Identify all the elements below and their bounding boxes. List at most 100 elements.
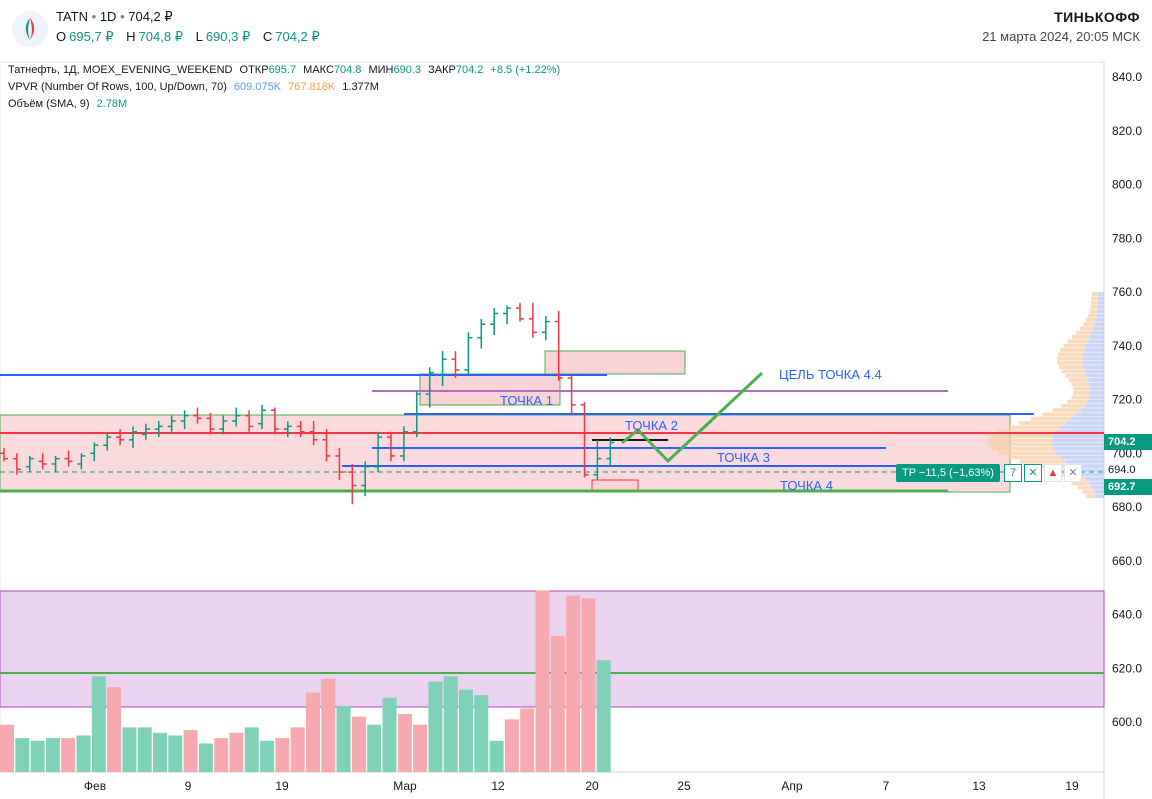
vpvr-row-down: [1083, 322, 1095, 327]
volume-bar: [183, 730, 198, 772]
tochka3-label[interactable]: ТОЧКА 3: [717, 450, 770, 465]
symbol-name[interactable]: TATN: [56, 9, 89, 24]
vpvr-row-down: [1071, 481, 1090, 486]
vpvr-row-up: [1095, 317, 1104, 322]
alert-bell-icon[interactable]: ▲: [1044, 464, 1062, 482]
vpvr-row-down: [1076, 330, 1092, 335]
volume-bar: [336, 705, 351, 772]
vpvr-row-up: [1095, 494, 1104, 499]
vpvr-row-down: [987, 438, 1052, 443]
brand-logo: ТИНЬКОФФ: [1054, 9, 1140, 25]
vpvr-row-up: [1087, 339, 1104, 344]
vpvr-row-up: [1056, 451, 1104, 456]
vpvr-row-down: [987, 442, 1052, 447]
volume-bar: [566, 595, 581, 772]
datetime: 21 марта 2024, 20:05 МСК: [982, 29, 1140, 44]
vpvr-row-up: [1092, 485, 1104, 490]
time-tick-label: 12: [491, 779, 505, 793]
volume-bar: [168, 735, 183, 772]
vpvr-row-up: [1084, 348, 1104, 352]
vpvr-row-up: [1085, 369, 1104, 374]
price-tick-label: 680.0: [1112, 500, 1142, 514]
price-tick-label: 800.0: [1112, 178, 1142, 192]
chart-area[interactable]: 840.0 820.0 800.0 780.0 760.0 740.0 720.0 700.0…: [0, 60, 1152, 799]
vpvr-row-up: [1071, 464, 1104, 468]
volume-bar: [535, 590, 550, 772]
legend-close-value: 704.2: [455, 64, 484, 76]
time-tick-label: 9: [185, 779, 192, 793]
vpvr-row-down: [1065, 373, 1087, 378]
vpvr-row-down: [1056, 356, 1083, 361]
chart-canvas[interactable]: 840.0820.0800.0780.0760.0740.0720.0700.0…: [0, 60, 1152, 799]
vpvr-row-up: [1085, 343, 1104, 348]
vpvr-row-up: [1056, 429, 1104, 434]
volume-bar: [137, 727, 152, 772]
legend-main: Татнефть, 1Д, MOEX_EVENING_WEEKEND ОТКР6…: [8, 64, 564, 76]
time-axis-ticks: Фев 9 19 Мар 12 20 25 Апр 7 13 19: [84, 779, 1079, 793]
volume-title: Объём (SMA, 9): [8, 98, 90, 110]
volume-bar: [397, 713, 412, 772]
tp-order-qty[interactable]: 7: [1004, 464, 1022, 482]
volume-bar: [0, 724, 14, 772]
ohlc-bars: [0, 302, 615, 505]
target-label[interactable]: ЦЕЛЬ ТОЧКА 4.4: [779, 367, 882, 382]
tp-order-label[interactable]: TP −11,5 (−1,63%): [896, 464, 1000, 482]
current-price-tag: 704.2: [1104, 434, 1152, 450]
vpvr-row-up: [1065, 459, 1104, 464]
volume-bar: [290, 727, 305, 772]
tatneft-logo-icon: [12, 11, 48, 47]
vpvr-row-up: [1051, 442, 1104, 447]
vpvr-row-up: [1086, 373, 1104, 378]
vpvr-row-down: [1073, 386, 1091, 391]
forecast-path: [621, 371, 764, 464]
stop-price-tag: 692.7: [1104, 479, 1152, 495]
time-tick-label: 25: [677, 779, 691, 793]
vpvr-row-down: [1067, 399, 1088, 404]
time-tick-label: 7: [883, 779, 890, 793]
timeframe[interactable]: 1D: [99, 9, 117, 24]
vpvr-row-down: [1042, 412, 1077, 417]
volume-bar: [198, 743, 213, 772]
volume-bar: [153, 732, 167, 772]
volume-bar: [596, 660, 611, 772]
vpvr-row-up: [1084, 403, 1104, 408]
open-value: 695,7 ₽: [69, 29, 114, 44]
low-value: 690,3 ₽: [205, 29, 251, 44]
volume-bar: [229, 732, 244, 772]
remove-icon[interactable]: ✕: [1064, 464, 1082, 482]
time-tick-label: 19: [275, 779, 289, 793]
volume-bar: [107, 687, 122, 772]
legend-close-key: ЗАКР: [428, 64, 456, 76]
tochka1-label[interactable]: ТОЧКА 1: [500, 393, 553, 408]
price-tick-label: 760.0: [1112, 285, 1142, 299]
time-tick-label: 13: [972, 779, 986, 793]
tp-close-icon[interactable]: ✕: [1024, 464, 1042, 482]
volume-bar: [351, 716, 366, 772]
vpvr-row-down: [991, 446, 1054, 451]
vpvr-row-down: [1031, 416, 1072, 421]
vpvr-row-down: [1071, 395, 1090, 400]
tochka2-label[interactable]: ТОЧКА 2: [625, 418, 678, 433]
vpvr-row-up: [1090, 391, 1104, 395]
resistance-box: [544, 350, 686, 375]
vpvr-row-up: [1080, 408, 1104, 413]
vpvr-row-down: [1091, 296, 1099, 301]
legend-open-key: ОТКР: [239, 64, 269, 76]
vpvr-row-up: [1093, 326, 1104, 331]
vpvr-row-up: [1088, 378, 1104, 382]
vpvr-row-up: [1081, 472, 1104, 477]
vpvr-row-up: [1076, 468, 1104, 473]
ohlc-line: O 695,7 ₽ H 704,8 ₽ L 690,3 ₽ C 704,2 ₽: [56, 29, 329, 45]
volume-bar: [382, 697, 397, 772]
vpvr-row-down: [1082, 489, 1095, 494]
vpvr-row-up: [1089, 382, 1104, 387]
tochka4-label[interactable]: ТОЧКА 4: [780, 478, 833, 493]
vpvr-row-down: [991, 434, 1054, 438]
volume-bar: [413, 724, 428, 772]
vpvr-row-down: [1089, 309, 1098, 314]
volume-bar: [459, 689, 473, 772]
vpvr-row-up: [1083, 352, 1104, 357]
volume-bar: [45, 738, 60, 772]
close-value: 704,2 ₽: [275, 29, 320, 44]
